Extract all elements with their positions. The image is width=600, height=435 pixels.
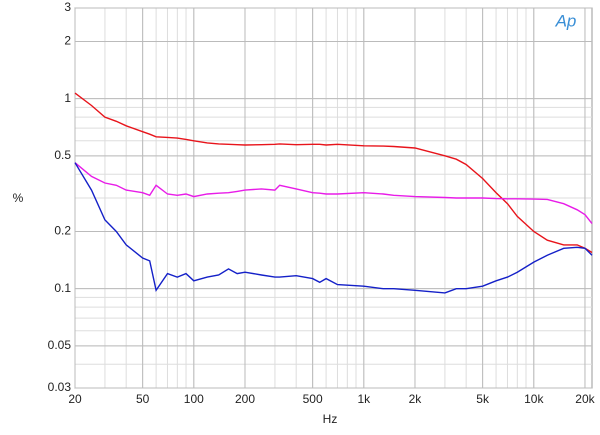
- x-tick-label: 200: [235, 392, 255, 406]
- data-line: [74, 162, 593, 225]
- y-tick-label: 3: [64, 0, 71, 14]
- x-tick-label: 10k: [524, 392, 544, 406]
- x-tick-label: 5k: [476, 392, 490, 406]
- x-tick-label: 500: [303, 392, 323, 406]
- x-tick-label: 20: [68, 392, 82, 406]
- y-tick-label: 0.05: [48, 338, 72, 352]
- logo: Ap: [555, 11, 577, 30]
- y-tick-label: 0.2: [54, 224, 71, 238]
- x-tick-label: 20k: [575, 392, 595, 406]
- x-tick-label: 100: [184, 392, 204, 406]
- y-tick-label: 0.5: [54, 148, 71, 162]
- x-tick-label: 2k: [409, 392, 423, 406]
- y-tick-label: 1: [64, 91, 71, 105]
- x-tick-label: 1k: [357, 392, 371, 406]
- x-tick-label: 50: [136, 392, 150, 406]
- y-tick-label: 0.03: [48, 380, 72, 394]
- y-tick-label: 0.1: [54, 281, 71, 295]
- x-axis-label: Hz: [323, 412, 338, 426]
- y-tick-label: 2: [64, 34, 71, 48]
- data-line: [74, 92, 593, 254]
- y-axis-label: %: [13, 191, 24, 205]
- data-line: [74, 162, 593, 294]
